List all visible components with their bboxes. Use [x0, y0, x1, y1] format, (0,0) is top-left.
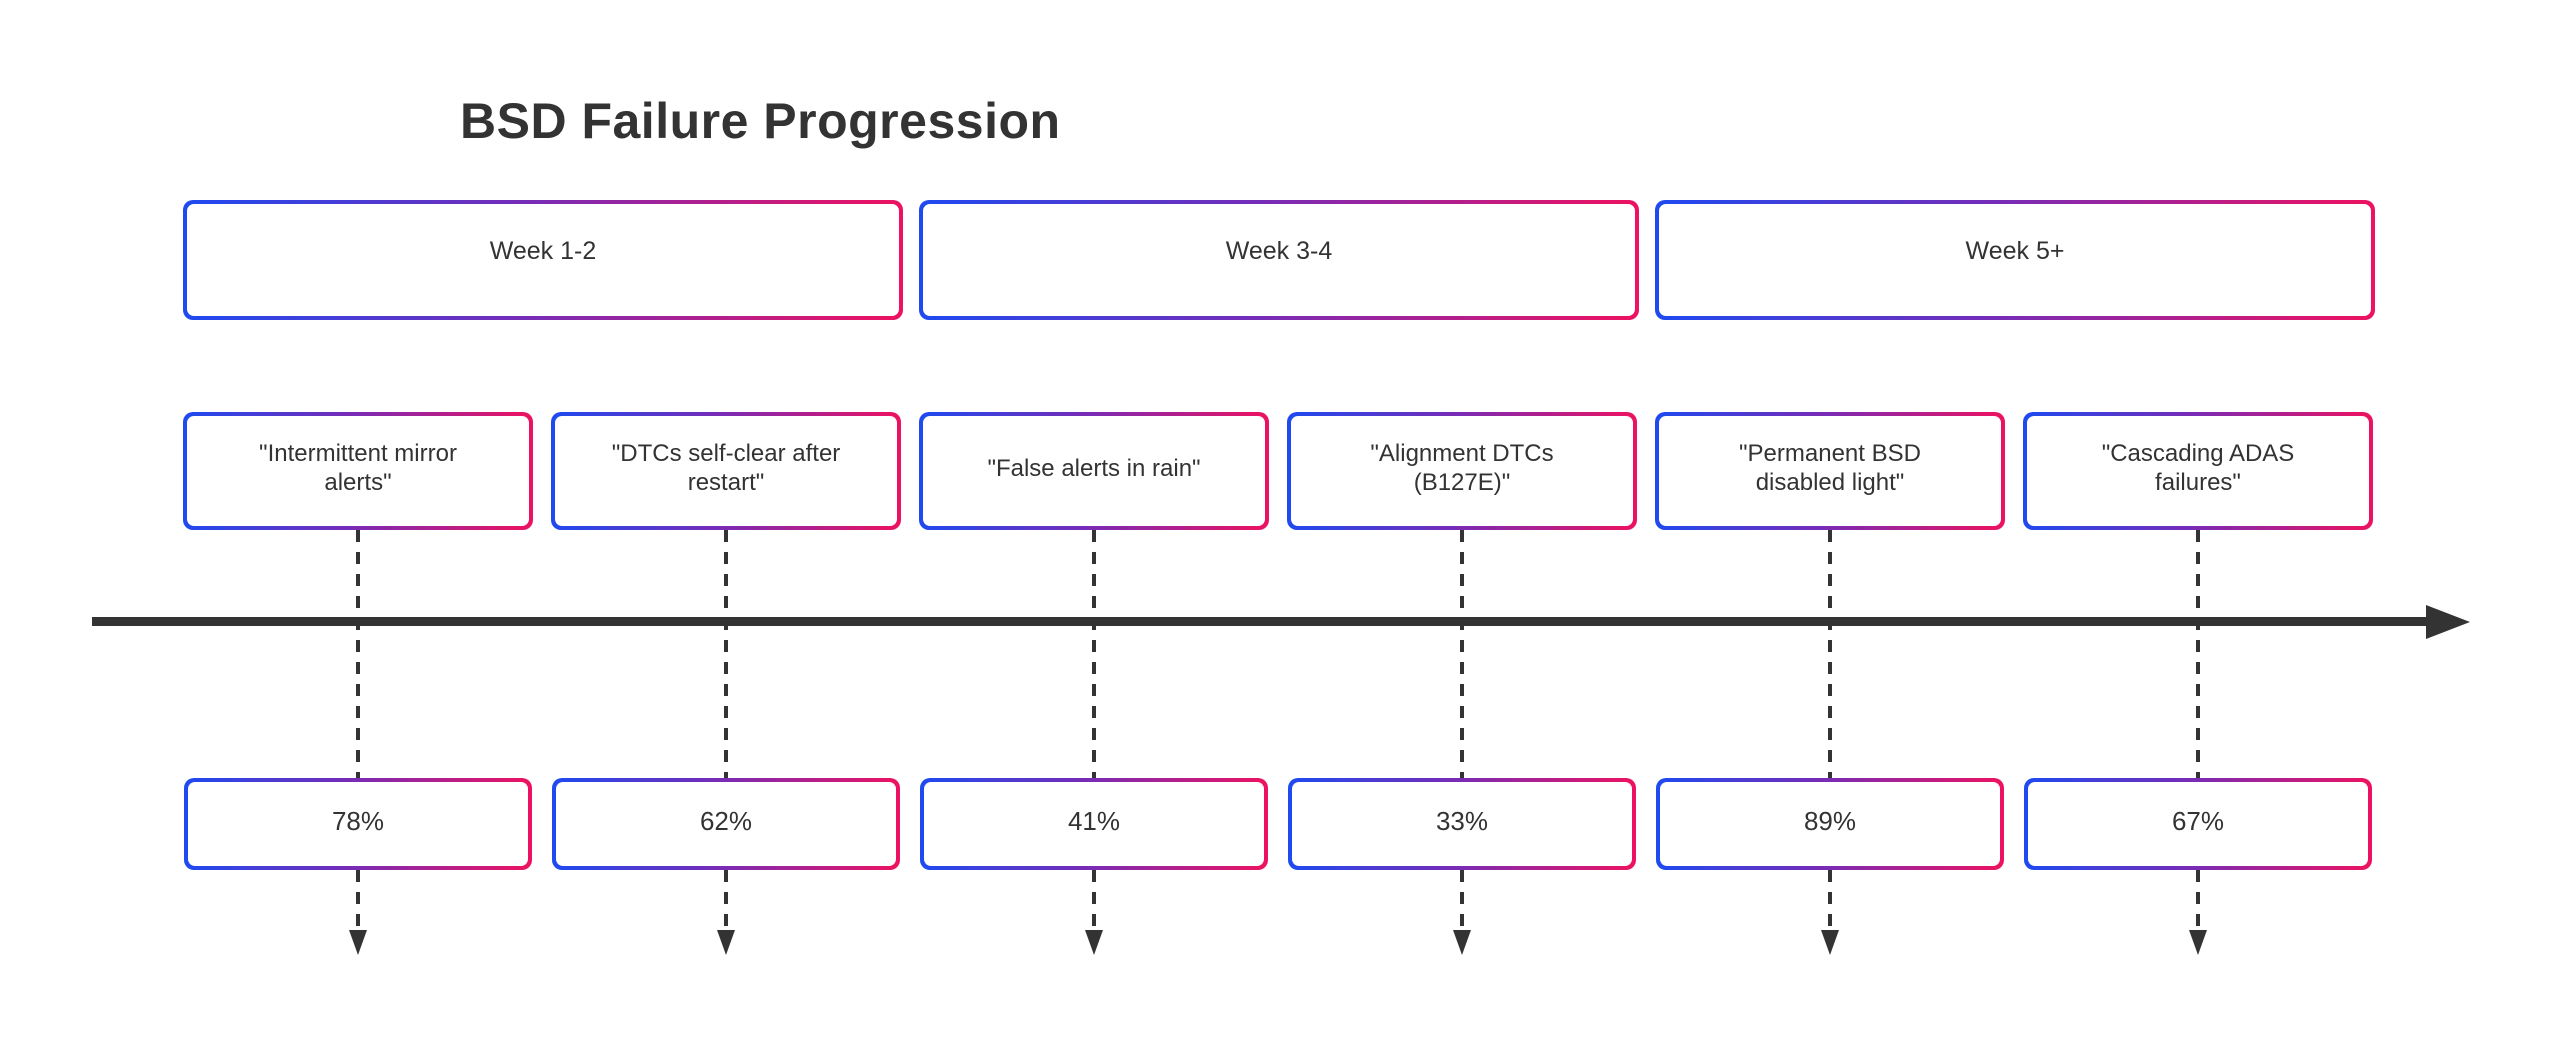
symptom-box-2: "DTCs self-clear after restart": [551, 412, 901, 530]
down-arrowhead-icon: [349, 930, 367, 955]
dashed-connector: [1828, 870, 1832, 932]
down-arrowhead-icon: [1085, 930, 1103, 955]
dashed-connector: [1460, 530, 1464, 778]
symptom-text: "Intermittent mirror alerts": [187, 416, 529, 526]
down-arrowhead-icon: [717, 930, 735, 955]
symptom-text: "False alerts in rain": [923, 416, 1265, 526]
down-arrowhead-icon: [2189, 930, 2207, 955]
dashed-connector: [1460, 870, 1464, 932]
symptom-text: "Alignment DTCs (B127E)": [1291, 416, 1633, 526]
dashed-connector: [1092, 530, 1096, 778]
percent-value: 41%: [924, 782, 1264, 866]
symptom-text: "Permanent BSD disabled light": [1659, 416, 2001, 526]
dashed-connector: [724, 530, 728, 778]
phase-box-week-3-4: Week 3-4: [919, 200, 1639, 320]
timeline-arrow: [92, 617, 2426, 626]
dashed-connector: [2196, 870, 2200, 932]
percent-value: 62%: [556, 782, 896, 866]
symptom-box-5: "Permanent BSD disabled light": [1655, 412, 2005, 530]
dashed-connector: [356, 870, 360, 932]
percent-box-3: 41%: [920, 778, 1268, 870]
timeline-arrowhead-icon: [2426, 605, 2470, 639]
dashed-connector: [2196, 530, 2200, 778]
phase-label: Week 3-4: [923, 204, 1635, 316]
symptom-box-3: "False alerts in rain": [919, 412, 1269, 530]
percent-box-6: 67%: [2024, 778, 2372, 870]
page-title: BSD Failure Progression: [460, 93, 1061, 149]
down-arrowhead-icon: [1821, 930, 1839, 955]
percent-box-5: 89%: [1656, 778, 2004, 870]
phase-box-week-5-plus: Week 5+: [1655, 200, 2375, 320]
symptom-box-4: "Alignment DTCs (B127E)": [1287, 412, 1637, 530]
dashed-connector: [1092, 870, 1096, 932]
percent-value: 33%: [1292, 782, 1632, 866]
percent-value: 78%: [188, 782, 528, 866]
dashed-connector: [1828, 530, 1832, 778]
percent-box-4: 33%: [1288, 778, 1636, 870]
percent-value: 67%: [2028, 782, 2368, 866]
phase-label: Week 5+: [1659, 204, 2371, 316]
symptom-box-1: "Intermittent mirror alerts": [183, 412, 533, 530]
percent-value: 89%: [1660, 782, 2000, 866]
dashed-connector: [724, 870, 728, 932]
symptom-box-6: "Cascading ADAS failures": [2023, 412, 2373, 530]
percent-box-2: 62%: [552, 778, 900, 870]
symptom-text: "Cascading ADAS failures": [2027, 416, 2369, 526]
symptom-text: "DTCs self-clear after restart": [555, 416, 897, 526]
dashed-connector: [356, 530, 360, 778]
down-arrowhead-icon: [1453, 930, 1471, 955]
phase-label: Week 1-2: [187, 204, 899, 316]
percent-box-1: 78%: [184, 778, 532, 870]
phase-box-week-1-2: Week 1-2: [183, 200, 903, 320]
